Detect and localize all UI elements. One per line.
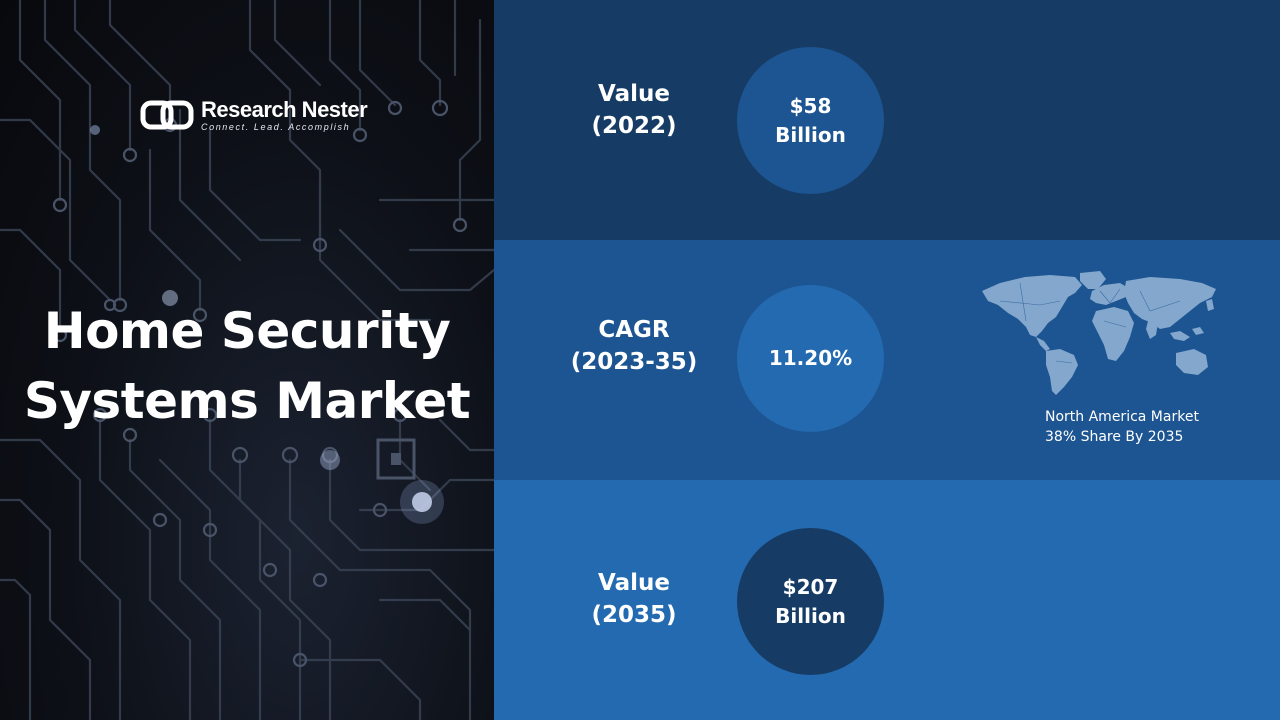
stat-value-line-1: 11.20% <box>768 346 853 370</box>
chain-link-logo-icon <box>140 100 194 130</box>
hero-panel: Research Nester Connect. Lead. Accomplis… <box>0 0 494 720</box>
brand-logo: Research Nester Connect. Lead. Accomplis… <box>140 97 368 132</box>
stat-label-line-2: (2023-35) <box>570 349 698 375</box>
stat-label: CAGR (2023-35) <box>534 314 734 378</box>
map-caption: North America Market 38% Share By 2035 <box>1045 407 1199 447</box>
map-caption-line-2: 38% Share By 2035 <box>1045 429 1184 445</box>
stat-value-line-1: $207 <box>782 574 839 599</box>
stat-label: Value (2022) <box>534 78 734 142</box>
stat-label-line-1: CAGR <box>598 317 670 343</box>
page-title: Home Security Systems Market <box>0 296 494 436</box>
stat-band-value-2035: Value (2035) $207 Billion <box>494 480 1280 720</box>
brand-tagline: Connect. Lead. Accomplish <box>201 122 351 132</box>
map-caption-line-1: North America Market <box>1045 409 1199 425</box>
stat-value-circle: $58 Billion <box>737 47 884 194</box>
stat-band-value-2022: Value (2022) $58 Billion <box>494 0 1280 240</box>
stat-label-line-2: (2035) <box>591 602 677 628</box>
page-title-line-2: Systems Market <box>23 372 471 430</box>
circuit-board-background <box>0 0 494 720</box>
page-title-line-1: Home Security <box>43 302 451 360</box>
stat-value-line-2: Billion <box>775 603 846 628</box>
stat-label-line-1: Value <box>598 81 670 107</box>
stat-value-circle: $207 Billion <box>737 528 884 675</box>
stat-label-line-2: (2022) <box>591 113 677 139</box>
stat-label-line-1: Value <box>598 570 670 596</box>
stat-band-cagr: CAGR (2023-35) 11.20% <box>494 240 1280 480</box>
stat-value-circle: 11.20% <box>737 285 884 432</box>
stat-value-line-2: Billion <box>775 122 846 147</box>
brand-name: Research Nester <box>201 97 368 122</box>
stat-value-line-1: $58 <box>789 93 832 118</box>
world-map-icon <box>982 271 1216 395</box>
stat-label: Value (2035) <box>534 567 734 631</box>
